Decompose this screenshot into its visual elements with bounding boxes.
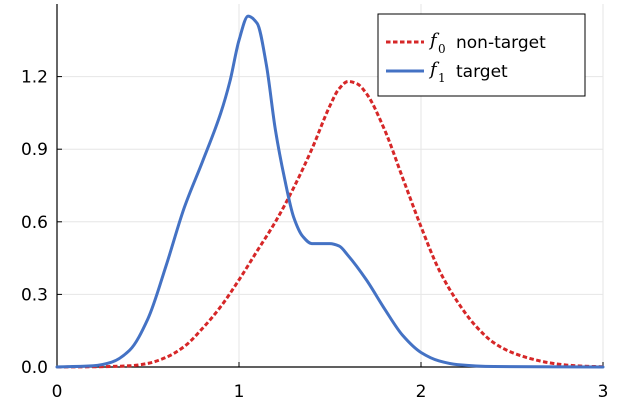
x-tick-label-2: 2 [416, 382, 427, 402]
x-tick-label-1: 1 [234, 382, 245, 402]
series-lines [55, 14, 605, 369]
series-line-target [55, 14, 605, 369]
y-tick-label-1: 0.3 [21, 285, 48, 305]
legend-subscript-non-target: 0 [438, 42, 446, 56]
legend-subscript-target: 1 [438, 71, 446, 85]
x-tick-label-3: 3 [598, 382, 609, 402]
y-tick-label-0: 0.0 [21, 358, 48, 378]
y-tick-label-4: 1.2 [21, 68, 48, 88]
series-line-non-target [56, 79, 604, 369]
x-tick-label-0: 0 [52, 382, 63, 402]
legend-box [377, 13, 586, 97]
y-tick-label-2: 0.6 [21, 213, 48, 233]
tick-labels: 0 1 2 3 0.0 0.3 0.6 0.9 1.2 [21, 68, 608, 402]
legend-label-non-target: non-target [456, 33, 546, 53]
y-tick-label-3: 0.9 [21, 140, 48, 160]
legend-label-target: target [456, 62, 508, 82]
